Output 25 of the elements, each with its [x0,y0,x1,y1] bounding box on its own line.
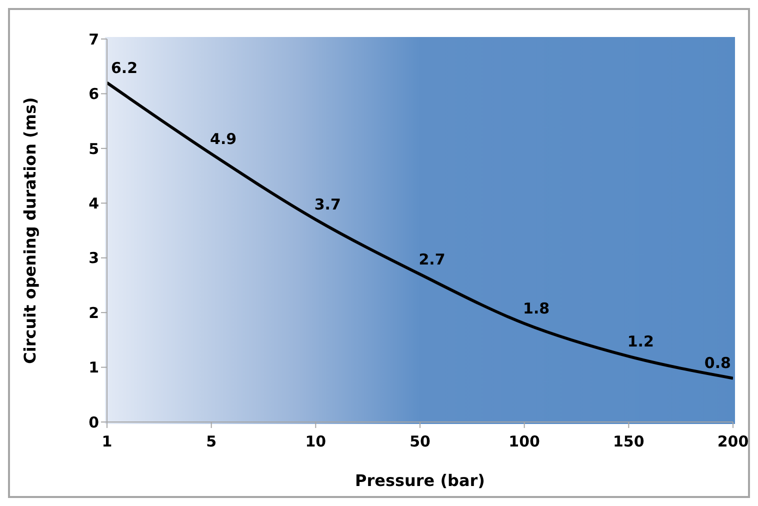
data-label: 6.2 [111,58,138,77]
line-series [107,81,733,380]
data-label: 4.9 [210,130,237,148]
y-axis-title: Circuit opening duration (ms) [20,97,40,364]
data-label: 1.8 [523,300,550,318]
y-tick-label: 5 [88,140,99,158]
x-tick-label: 5 [206,432,217,451]
x-tick-label: 150 [613,432,644,451]
y-tick-label: 7 [88,30,99,48]
x-axis-title: Pressure (bar) [355,471,485,490]
y-tick-label: 4 [88,194,99,212]
y-tick-label: 0 [88,413,99,432]
x-tick-label: 1 [102,432,112,451]
y-tick-label: 1 [88,358,99,377]
data-label: 3.7 [314,196,341,214]
data-label: 2.7 [418,250,446,268]
x-tick-label: 10 [305,432,326,451]
y-tick-label: 6 [88,85,99,104]
y-tick-label: 2 [88,304,99,322]
x-tick-label: 100 [508,432,540,451]
x-tick-label: 200 [717,432,749,451]
data-label: 1.2 [627,332,654,350]
x-tick-label: 50 [410,432,430,451]
y-tick-label: 3 [88,249,99,268]
data-label: 0.8 [704,354,731,372]
